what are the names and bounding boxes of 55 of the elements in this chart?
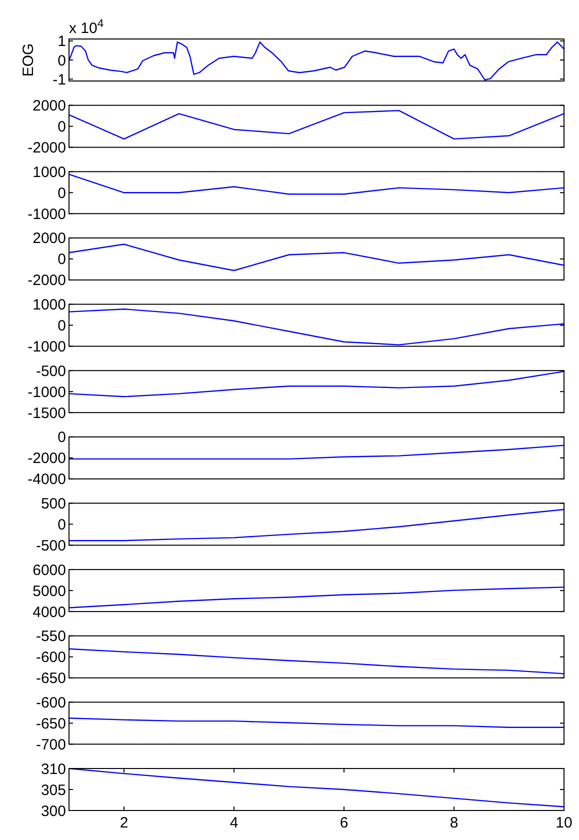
line-series <box>68 768 565 808</box>
y-tick-label: 5000 <box>32 582 66 600</box>
y-tick-label: -700 <box>36 736 66 754</box>
y-tick-label: 2000 <box>32 98 66 115</box>
y-tick-label: 6000 <box>32 562 66 579</box>
y-tick-label: -500 <box>36 537 66 554</box>
y-tick-label: 0 <box>58 118 66 136</box>
y-tick-label: -600 <box>36 649 66 666</box>
x-tick-label: 10 <box>556 814 572 832</box>
line-series <box>68 110 565 140</box>
y-tick-label: -650 <box>36 715 66 732</box>
y-tick-label: 0 <box>58 251 66 268</box>
x-tick-label: 8 <box>450 814 458 832</box>
y-tick-label: 300 <box>40 802 66 820</box>
y-tick-label: -650 <box>36 670 66 688</box>
x-tick-label: 4 <box>230 814 238 832</box>
x-tick-label: 6 <box>340 814 348 832</box>
line-series <box>68 41 565 80</box>
line-series <box>68 174 565 195</box>
y-tick-label: 1 <box>58 33 66 50</box>
y-tick-label: -1500 <box>28 404 66 422</box>
y-tick-label: -1000 <box>28 384 66 401</box>
y-tick-label: 0 <box>58 516 66 534</box>
y-tick-label: 1000 <box>32 164 66 181</box>
y-tick-label: -600 <box>36 694 66 712</box>
y-tick-label: -550 <box>36 628 66 646</box>
y-tick-label: -1000 <box>28 206 66 223</box>
y-tick-label: 310 <box>40 760 66 778</box>
y-tick-label: 0 <box>58 429 66 446</box>
y-tick-label: -1000 <box>28 338 66 356</box>
y-tick-label: 500 <box>40 495 66 512</box>
text: x 10$^{4}$ <box>69 18 104 37</box>
line-series <box>68 308 565 346</box>
line-series <box>68 508 565 542</box>
y-tick-label: 1000 <box>32 296 66 314</box>
y-axis-title: EOG <box>20 43 37 77</box>
line-series <box>68 586 565 608</box>
line-series <box>68 244 565 272</box>
y-tick-label: -4000 <box>28 471 66 488</box>
line-series <box>68 718 565 728</box>
y-tick-label: -2000 <box>28 272 66 290</box>
y-tick-label: 2000 <box>32 230 66 248</box>
y-tick-label: 4000 <box>32 604 66 621</box>
y-tick-label: -1 <box>52 71 66 88</box>
y-tick-label: -500 <box>36 362 66 380</box>
x-tick-label: 2 <box>120 814 128 832</box>
line-series <box>68 370 565 398</box>
y-tick-label: 305 <box>40 782 66 799</box>
line-series <box>68 648 565 674</box>
y-tick-label: 0 <box>58 184 66 202</box>
line-series <box>68 444 565 460</box>
y-tick-label: -2000 <box>28 140 66 157</box>
y-tick-label: 0 <box>58 52 66 70</box>
y-tick-label: 0 <box>58 318 66 335</box>
y-tick-label: -2000 <box>28 450 66 468</box>
